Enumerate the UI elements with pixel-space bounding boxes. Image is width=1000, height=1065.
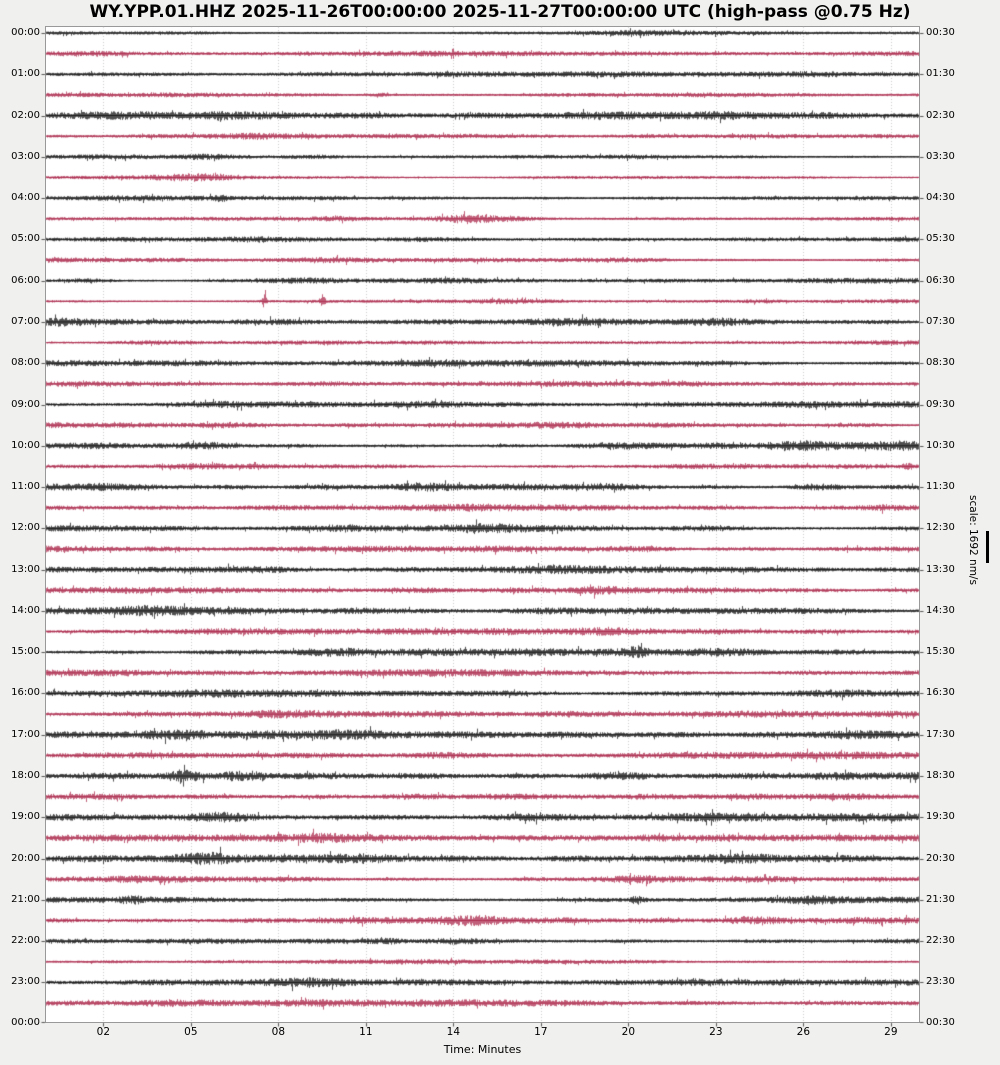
right-time-label: 02:30 [926, 109, 955, 121]
right-time-label: 23:30 [926, 976, 955, 988]
left-time-label: 08:00 [11, 357, 40, 369]
left-time-label: 00:00 [11, 27, 40, 38]
right-time-label: 01:30 [926, 68, 955, 80]
right-time-label: 15:30 [926, 646, 955, 658]
left-time-label: 04:00 [11, 192, 40, 204]
x-tick-label: 08 [271, 1026, 286, 1038]
right-time-label: 03:30 [926, 150, 955, 162]
left-time-label: 13:00 [11, 563, 40, 575]
right-time-label: 13:30 [926, 563, 955, 575]
right-time-label: 19:30 [926, 811, 955, 823]
right-time-label: 11:30 [926, 481, 955, 493]
right-time-label: 12:30 [926, 522, 955, 534]
scale-label: scale: 1692 nm/s [967, 495, 979, 585]
right-time-label: 17:30 [926, 728, 955, 740]
left-time-label: 02:00 [11, 109, 40, 121]
right-time-label: 09:30 [926, 398, 955, 410]
left-time-label: 06:00 [11, 274, 40, 286]
left-time-label: 03:00 [11, 150, 40, 162]
x-tick-label: 23 [709, 1026, 723, 1038]
left-time-label: 09:00 [11, 398, 40, 410]
left-time-label: 12:00 [11, 522, 40, 534]
left-time-label: 16:00 [11, 687, 40, 699]
left-time-label-bottom: 00:00 [11, 1017, 40, 1028]
right-time-label-bottom: 00:30 [926, 1017, 955, 1028]
right-time-label: 14:30 [926, 604, 955, 616]
left-time-label: 11:00 [11, 481, 40, 493]
left-time-label: 23:00 [11, 976, 40, 988]
left-time-label: 21:00 [11, 893, 40, 905]
right-time-label: 06:30 [926, 274, 955, 286]
left-time-label: 14:00 [11, 604, 40, 616]
left-time-label: 19:00 [11, 811, 40, 823]
x-tick-label: 17 [534, 1026, 548, 1038]
left-time-label: 17:00 [11, 728, 40, 740]
left-time-label: 10:00 [11, 439, 40, 451]
x-tick-label: 02 [96, 1026, 111, 1038]
right-time-label: 16:30 [926, 687, 955, 699]
right-time-label: 20:30 [926, 852, 955, 864]
left-time-label: 01:00 [11, 68, 40, 80]
left-time-label: 15:00 [11, 646, 40, 658]
x-axis-title: Time: Minutes [443, 1043, 522, 1056]
left-time-label: 18:00 [11, 770, 40, 782]
x-tick-label: 26 [796, 1026, 811, 1038]
x-tick-label: 20 [621, 1026, 636, 1038]
right-time-label: 18:30 [926, 770, 955, 782]
left-time-label: 22:00 [11, 935, 40, 947]
left-time-label: 07:00 [11, 315, 40, 327]
x-tick-label: 05 [184, 1026, 198, 1038]
x-tick-label: 14 [446, 1026, 461, 1038]
right-time-label: 21:30 [926, 893, 955, 905]
right-time-label: 00:30 [926, 27, 955, 38]
x-tick-label: 11 [359, 1026, 373, 1038]
chart-title: WY.YPP.01.HHZ 2025-11-26T00:00:00 2025-1… [89, 2, 911, 22]
right-time-label: 22:30 [926, 935, 955, 947]
right-time-label: 07:30 [926, 315, 955, 327]
right-time-label: 08:30 [926, 357, 955, 369]
right-time-label: 04:30 [926, 192, 955, 204]
left-time-label: 20:00 [11, 852, 40, 864]
right-time-label: 05:30 [926, 233, 955, 245]
x-tick-label: 29 [884, 1026, 898, 1038]
scale-bar [986, 531, 989, 563]
left-time-label: 05:00 [11, 233, 40, 245]
right-time-label: 10:30 [926, 439, 955, 451]
